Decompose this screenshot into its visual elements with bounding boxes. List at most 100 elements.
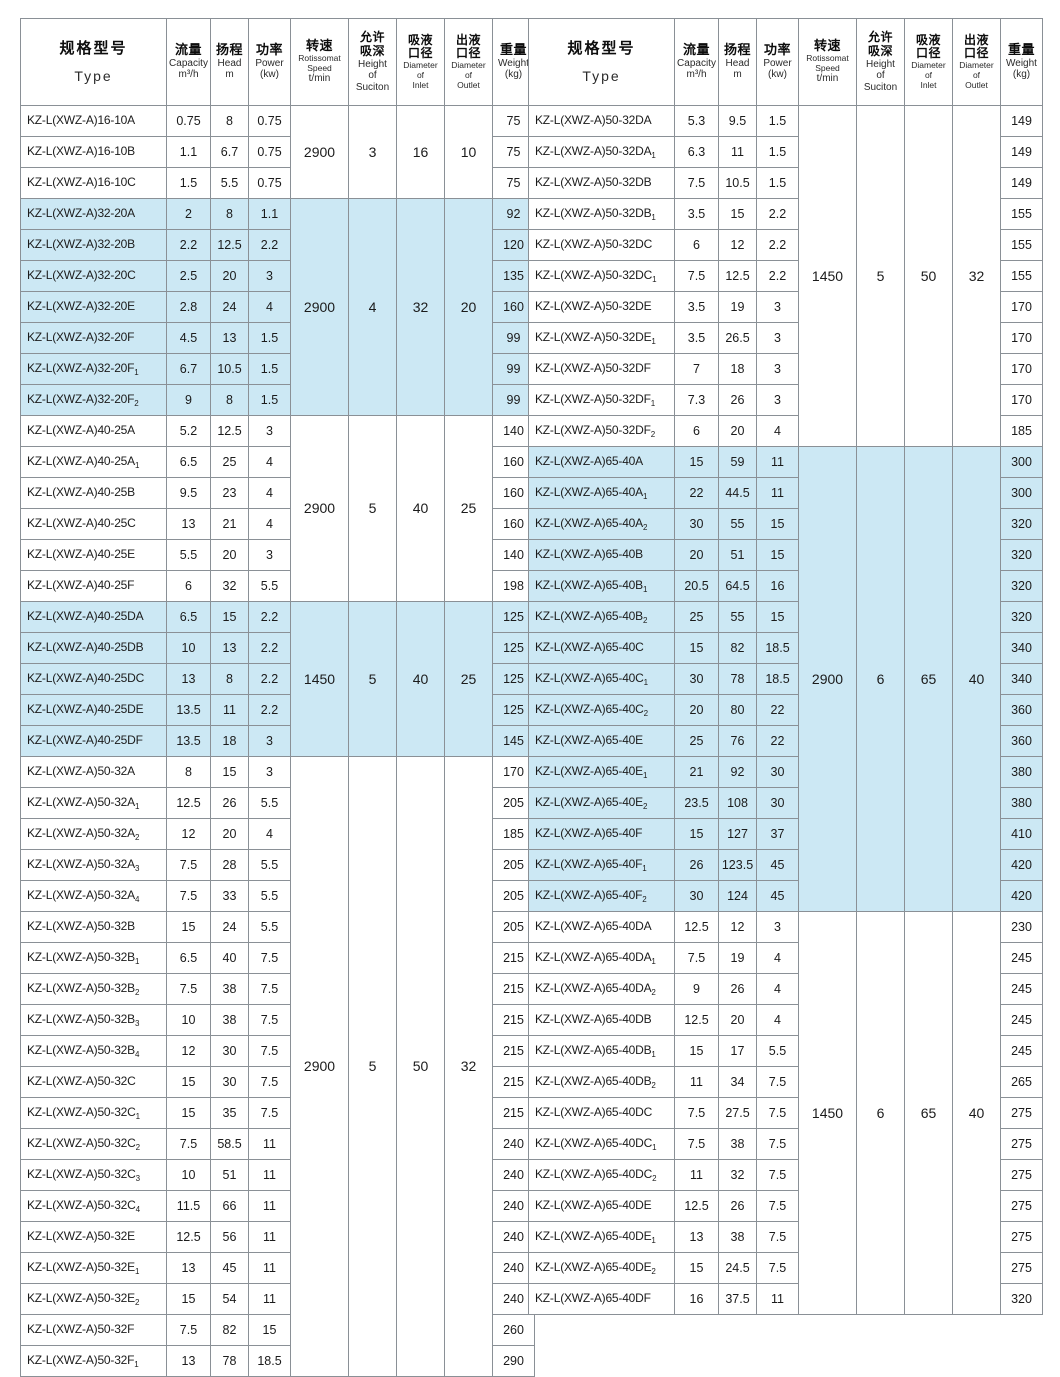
cell-head: 8 [210,198,249,230]
cell-model: KZ-L(XWZ-A)50-32DE1 [528,322,675,354]
cell-power: 7.5 [756,1221,799,1253]
cell-model: KZ-L(XWZ-A)40-25DE [20,694,167,726]
cell-head: 12.5 [210,415,249,447]
cell-model: KZ-L(XWZ-A)65-40F1 [528,849,675,881]
column-header-suction-cn1: 允许 [359,29,385,44]
cell-weight: 125 [492,663,535,695]
column-header-suction-cn2: 吸深 [359,43,385,58]
cell-power: 2.2 [756,198,799,230]
cell-power: 5.5 [248,880,291,912]
cell-power: 3 [756,384,799,416]
table-row: KZ-L(XWZ-A)50-32DB 7.5 10.5 1.5 149 [528,167,1043,199]
table-row: KZ-L(XWZ-A)65-40C 15 82 18.5 340 [528,632,1043,664]
cell-head: 51 [210,1159,249,1191]
cell-head: 24.5 [718,1252,757,1284]
column-header-speed-cn: 转速 [813,38,841,54]
column-header-power-cn: 功率 [255,42,283,58]
column-header-weight: 重量 Weight (kg) [492,18,535,106]
cell-model: KZ-L(XWZ-A)50-32A3 [20,849,167,881]
cell-head: 10.5 [718,167,757,199]
cell-weight: 170 [1000,322,1043,354]
cell-outlet-diameter: 20 [444,198,493,416]
cell-weight: 320 [1000,539,1043,571]
cell-capacity: 11 [674,1066,719,1098]
cell-model: KZ-L(XWZ-A)65-40B1 [528,570,675,602]
right-table-wrapper: 规格型号 Type 流量 Capacity m³/h 扬程 [528,18,1043,1315]
cell-capacity: 12.5 [674,911,719,943]
column-header-suction: 允许 吸深 Height of Suciton [348,18,397,106]
table-row: KZ-L(XWZ-A)32-20A 2 8 1.1 2900 4 32 20 92 [20,198,535,416]
model-subscript: 2 [642,802,648,812]
cell-outlet-diameter: 10 [444,105,493,199]
cell-suction-height: 5 [348,601,397,757]
cell-power: 1.5 [248,384,291,416]
cell-weight: 275 [1000,1221,1043,1253]
table-row: KZ-L(XWZ-A)65-40DB2 11 34 7.5 265 [528,1066,1043,1098]
cell-weight: 155 [1000,260,1043,292]
cell-suction-height: 6 [856,446,905,912]
cell-weight: 290 [492,1345,535,1377]
cell-capacity: 11 [674,1159,719,1191]
cell-head: 26 [718,1190,757,1222]
cell-weight: 99 [492,353,535,385]
cell-inlet-diameter: 40 [396,601,445,757]
cell-capacity: 12.5 [674,1004,719,1036]
table-row: KZ-L(XWZ-A)50-32DA1 6.3 11 1.5 149 [528,136,1043,168]
cell-power: 30 [756,756,799,788]
cell-power: 7.5 [248,1066,291,1098]
cell-model: KZ-L(XWZ-A)40-25A [20,415,167,447]
cell-power: 15 [756,601,799,633]
cell-head: 55 [718,601,757,633]
cell-weight: 380 [1000,756,1043,788]
cell-power: 7.5 [248,973,291,1005]
cell-head: 12 [718,911,757,943]
cell-speed: 1450 [798,911,857,1315]
cell-head: 38 [210,973,249,1005]
cell-weight: 380 [1000,787,1043,819]
cell-head: 18 [718,353,757,385]
table-row: KZ-L(XWZ-A)50-32C2 7.5 58.5 11 240 [20,1128,535,1160]
cell-capacity: 13 [166,663,211,695]
cell-weight: 265 [1000,1066,1043,1098]
cell-head: 37.5 [718,1283,757,1315]
cell-capacity: 15 [674,1035,719,1067]
table-row: KZ-L(XWZ-A)50-32B1 6.5 40 7.5 215 [20,942,535,974]
cell-model: KZ-L(XWZ-A)50-32A4 [20,880,167,912]
model-subscript: 2 [643,709,648,719]
cell-power: 1.5 [756,136,799,168]
cell-head: 32 [210,570,249,602]
cell-power: 5.5 [248,570,291,602]
cell-head: 127 [718,818,757,850]
cell-model: KZ-L(XWZ-A)65-40DC2 [528,1159,675,1191]
column-header-weight-unit: (kg) [1012,69,1031,81]
cell-head: 25 [210,446,249,478]
cell-power: 2.2 [248,601,291,633]
cell-weight: 300 [1000,446,1043,478]
cell-power: 3 [248,539,291,571]
column-header-outlet: 出液 口径 Diameter of Outlet [952,18,1001,106]
column-header-inlet: 吸液 口径 Diameter of Inlet [904,18,953,106]
cell-head: 45 [210,1252,249,1284]
table-row: KZ-L(XWZ-A)65-40DA1 7.5 19 4 245 [528,942,1043,974]
cell-capacity: 13.5 [166,725,211,757]
table-row: KZ-L(XWZ-A)50-32DC 6 12 2.2 155 [528,229,1043,261]
cell-head: 30 [210,1066,249,1098]
cell-head: 38 [718,1221,757,1253]
cell-suction-height: 5 [348,415,397,602]
cell-capacity: 13 [166,1345,211,1377]
column-header-inlet: 吸液 口径 Diameter of Inlet [396,18,445,106]
table-row: KZ-L(XWZ-A)40-25DC 13 8 2.2 125 [20,663,535,695]
table-row: KZ-L(XWZ-A)32-20E 2.8 24 4 160 [20,291,535,323]
cell-head: 10.5 [210,353,249,385]
cell-head: 82 [718,632,757,664]
model-subscript: 2 [642,895,647,905]
cell-model: KZ-L(XWZ-A)40-25DB [20,632,167,664]
model-subscript: 1 [642,492,648,502]
cell-power: 4 [756,415,799,447]
column-header-power-unit: (kw) [260,69,279,81]
cell-weight: 275 [1000,1128,1043,1160]
cell-capacity: 15 [674,632,719,664]
table-row: KZ-L(XWZ-A)50-32DE1 3.5 26.5 3 170 [528,322,1043,354]
model-subscript: 1 [651,151,656,161]
cell-head: 5.5 [210,167,249,199]
